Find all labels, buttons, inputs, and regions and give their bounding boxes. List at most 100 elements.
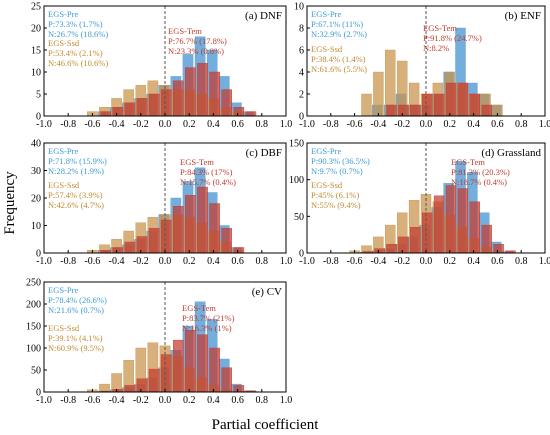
- x-tick-label: 0.6: [231, 395, 244, 406]
- bar: [457, 82, 469, 117]
- series-annotation: N:55% (9.4%): [311, 200, 361, 210]
- panel-title: (a) DNF: [245, 10, 282, 22]
- series-annotation: N:46.6% (10.6%): [48, 58, 108, 68]
- bar: [197, 186, 208, 254]
- series-annotation: P:81.3% (20.3%): [451, 167, 510, 177]
- x-tick-label: 0.4: [207, 256, 220, 267]
- series-annotation: EGS-Ssd: [311, 180, 343, 190]
- x-tick-label: 1.0: [280, 256, 293, 267]
- series-annotation: N:18.7% (0.4%): [451, 177, 507, 187]
- panel-5: 0 50 100 150 200 250 -1.0 -0.8 -0.6 -0.4 -0.2 0.0 0.…: [26, 278, 292, 407]
- series-annotation: EGS-Tem: [451, 157, 485, 167]
- series-annotation: N:16.3% (1%): [182, 323, 232, 333]
- x-tick-label: 0.6: [231, 119, 244, 130]
- bar: [209, 203, 220, 254]
- y-tick-label: 10: [31, 68, 41, 79]
- bar: [469, 93, 480, 117]
- x-tick-label: -0.4: [370, 256, 386, 267]
- panel-title: (c) DBF: [246, 147, 282, 159]
- bar: [148, 93, 160, 117]
- bar: [221, 89, 233, 117]
- series-annotation: P:76.7% (17.8%): [168, 36, 227, 46]
- panel-4: 0 50 100 150 -1.0 -0.8 -0.6 -0.4 -0.2 0.0 0.2 0.4 0.…: [289, 139, 550, 268]
- series-annotation: N:60.9% (9.5%): [48, 343, 104, 353]
- series-annotation: N:9.7% (0.7%): [311, 166, 363, 176]
- bar: [398, 104, 409, 117]
- y-tick-label: 20: [31, 24, 41, 35]
- bar: [445, 82, 457, 117]
- x-tick-label: 0.8: [256, 256, 269, 267]
- bar: [197, 63, 208, 117]
- series-annotation: P:71.8% (15.9%): [48, 156, 107, 166]
- x-tick-label: -0.6: [347, 119, 363, 130]
- bar: [124, 241, 136, 254]
- x-tick-label: -0.4: [109, 119, 125, 130]
- bar: [422, 212, 433, 254]
- x-tick-label: 0.0: [420, 256, 433, 267]
- x-tick-label: -0.4: [109, 395, 125, 406]
- panel-1: 0 5 10 15 20 25 -1.0 -0.8 -0.6 -0.4 -0.2 0.0 0.2 0.4 0…: [31, 2, 292, 131]
- y-tick-label: 100: [26, 344, 41, 355]
- bar: [245, 111, 257, 117]
- series-annotation: P:45% (6.1%): [311, 190, 359, 200]
- bar: [410, 104, 421, 117]
- y-tick-label: 10: [294, 2, 304, 13]
- y-tick-label: 0: [36, 112, 41, 123]
- bar: [398, 236, 409, 254]
- x-tick-label: 0.2: [183, 119, 196, 130]
- y-tick-label: 50: [31, 366, 41, 377]
- x-tick-label: -0.2: [133, 119, 149, 130]
- bar: [209, 347, 220, 393]
- panel-title: (d) Grassland: [481, 147, 541, 159]
- series-annotation: N:8.2%: [423, 43, 449, 53]
- x-tick-label: 0.8: [256, 119, 269, 130]
- series-annotation: P:91.8% (24.7%): [423, 33, 482, 43]
- bar: [233, 385, 245, 393]
- y-tick-label: 250: [26, 278, 41, 289]
- x-tick-label: -0.6: [84, 395, 100, 406]
- x-tick-label: 0.6: [231, 256, 244, 267]
- series-egs-tem: [362, 185, 516, 254]
- series-annotation: EGS-Pre: [48, 9, 78, 19]
- x-tick-label: 0.4: [207, 119, 220, 130]
- bar: [233, 106, 245, 117]
- x-tick-label: -1.0: [36, 256, 52, 267]
- bar: [172, 80, 184, 117]
- series-annotation: EGS-Ssd: [48, 323, 80, 333]
- series-annotation: EGS-Pre: [311, 146, 341, 156]
- series-annotation: N:42.6% (4.7%): [48, 200, 104, 210]
- y-tick-label: 10: [31, 221, 41, 232]
- bar: [433, 195, 445, 254]
- x-tick-label: 0.2: [183, 395, 196, 406]
- bar: [445, 185, 457, 254]
- bar: [99, 383, 110, 393]
- x-tick-label: -1.0: [36, 395, 52, 406]
- bar: [433, 93, 445, 117]
- bar: [160, 354, 172, 393]
- bar: [124, 385, 136, 393]
- series-annotation: EGS-Ssd: [48, 38, 80, 48]
- panel-title: (e) CV: [252, 286, 282, 298]
- bar: [136, 98, 148, 117]
- x-tick-label: -0.2: [394, 119, 410, 130]
- series-annotation: P:57.4% (3.9%): [48, 190, 103, 200]
- x-tick-label: -1.0: [36, 119, 52, 130]
- series-annotation: EGS-Tem: [168, 26, 202, 36]
- bar: [386, 104, 397, 117]
- series-annotation: N:26.7% (18.6%): [48, 29, 108, 39]
- x-tick-label: -0.8: [60, 256, 76, 267]
- y-tick-label: 100: [289, 175, 304, 186]
- y-tick-label: 8: [299, 24, 304, 35]
- y-tick-label: 20: [31, 194, 41, 205]
- bar: [373, 71, 384, 117]
- bar: [185, 195, 196, 254]
- bar: [172, 339, 184, 393]
- y-tick-label: 0: [36, 388, 41, 399]
- y-tick-label: 6: [299, 46, 304, 57]
- bar: [148, 228, 160, 254]
- series-annotation: P:53.4% (2.1%): [48, 48, 103, 58]
- x-tick-label: 0.0: [159, 395, 172, 406]
- bar: [221, 367, 233, 393]
- series-egs-tem: [100, 63, 257, 117]
